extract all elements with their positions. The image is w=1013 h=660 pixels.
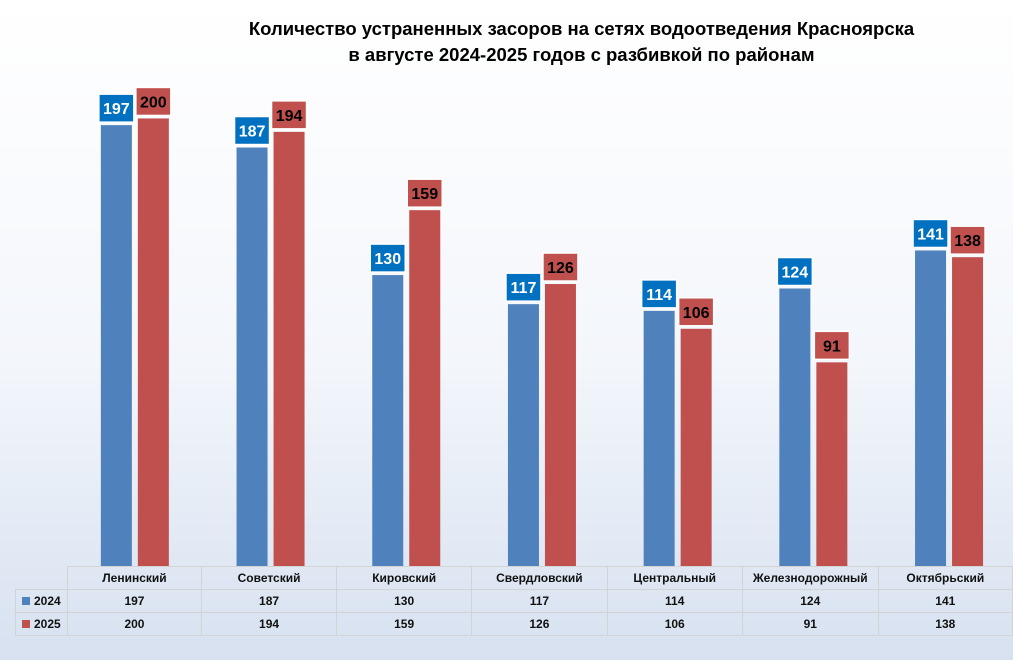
data-label-2024: 114 [646, 287, 672, 304]
category-label: Центральный [606, 566, 743, 590]
table-cell: 141 [877, 589, 1013, 613]
table-row-2025: 2025 200 194 159 126 106 91 138 [15, 612, 1013, 636]
data-label-box-2024 [640, 279, 678, 309]
data-label-2025: 200 [140, 94, 167, 111]
table-row-2024: 2024 197 187 130 117 114 124 141 [15, 589, 1013, 613]
chart-title: Количество устраненных засоров на сетях … [0, 16, 1013, 68]
legend-swatch-2024 [22, 597, 30, 605]
table-cell: 197 [66, 589, 203, 613]
chart-title-line-2: в августе 2024-2025 годов с разбивкой по… [348, 44, 815, 65]
table-cell: 187 [201, 589, 338, 613]
data-label-2025: 159 [411, 186, 438, 203]
category-label: Советский [201, 566, 338, 590]
data-label-2025: 106 [683, 305, 710, 322]
legend-entry-2025: 2025 [15, 612, 68, 636]
data-label-box-2024 [233, 115, 271, 146]
data-label-2024: 187 [239, 124, 266, 141]
data-label-box-2024 [776, 256, 814, 287]
data-label-2024: 130 [374, 251, 401, 268]
bar-2025 [273, 131, 305, 566]
bar-2024 [372, 275, 404, 566]
category-label: Свердловский [471, 566, 608, 590]
table-cell: 106 [606, 612, 743, 636]
data-label-2025: 194 [276, 108, 303, 125]
table-cell: 194 [201, 612, 338, 636]
data-table: Ленинский Советский Кировский Свердловск… [15, 566, 1013, 636]
table-cell: 200 [66, 612, 203, 636]
category-label: Кировский [336, 566, 473, 590]
category-label: Железнодорожный [741, 566, 879, 590]
category-label: Октябрьский [877, 566, 1013, 590]
table-corner [15, 566, 68, 590]
table-cell: 138 [877, 612, 1013, 636]
chart-title-line-1: Количество устраненных засоров на сетях … [248, 18, 915, 39]
bar-2024 [779, 288, 811, 566]
data-label-2024: 124 [781, 265, 808, 282]
data-label-box-2024 [369, 243, 406, 273]
bar-2025 [952, 257, 984, 566]
bar-2025 [137, 118, 169, 566]
bar-2025 [816, 362, 848, 566]
legend-swatch-2025 [22, 620, 30, 628]
bar-2024 [507, 304, 539, 566]
data-label-box-2025 [677, 297, 715, 327]
bar-2024 [236, 147, 268, 566]
bar-2025 [409, 210, 441, 566]
bar-2025 [544, 284, 576, 566]
data-label-box-2025 [406, 178, 443, 208]
data-label-2025: 138 [954, 233, 981, 250]
data-label-2024: 141 [917, 226, 944, 243]
bar-2024 [643, 310, 675, 566]
table-cell: 117 [471, 589, 608, 613]
data-label-box-2024 [912, 218, 949, 249]
table-cell: 126 [471, 612, 608, 636]
data-label-2025: 126 [547, 260, 574, 277]
category-label: Ленинский [66, 566, 203, 590]
data-label-box-2024 [98, 93, 135, 123]
data-label-box-2025 [542, 252, 579, 282]
data-label-box-2025 [813, 330, 851, 361]
table-header-row: Ленинский Советский Кировский Свердловск… [15, 566, 1013, 590]
table-cell: 91 [741, 612, 879, 636]
bar-2024 [915, 250, 947, 566]
data-label-box-2024 [505, 272, 542, 302]
data-label-2024: 117 [511, 280, 537, 297]
table-cell: 114 [606, 589, 743, 613]
bar-chart: 197 200 187 194 130 159 117 126 114 106 124 91 141 13… [98, 86, 986, 566]
series-name: 2025 [34, 617, 61, 631]
series-name: 2024 [34, 594, 61, 608]
data-label-box-2025 [270, 100, 308, 130]
data-label-box-2025 [949, 225, 986, 255]
data-label-box-2025 [135, 86, 172, 117]
legend-entry-2024: 2024 [15, 589, 68, 613]
data-label-2025: 91 [823, 338, 841, 355]
table-cell: 124 [741, 589, 879, 613]
bar-2025 [680, 328, 712, 566]
table-cell: 130 [336, 589, 473, 613]
data-label-2024: 197 [103, 101, 130, 118]
bar-2024 [100, 125, 132, 566]
table-cell: 159 [336, 612, 473, 636]
